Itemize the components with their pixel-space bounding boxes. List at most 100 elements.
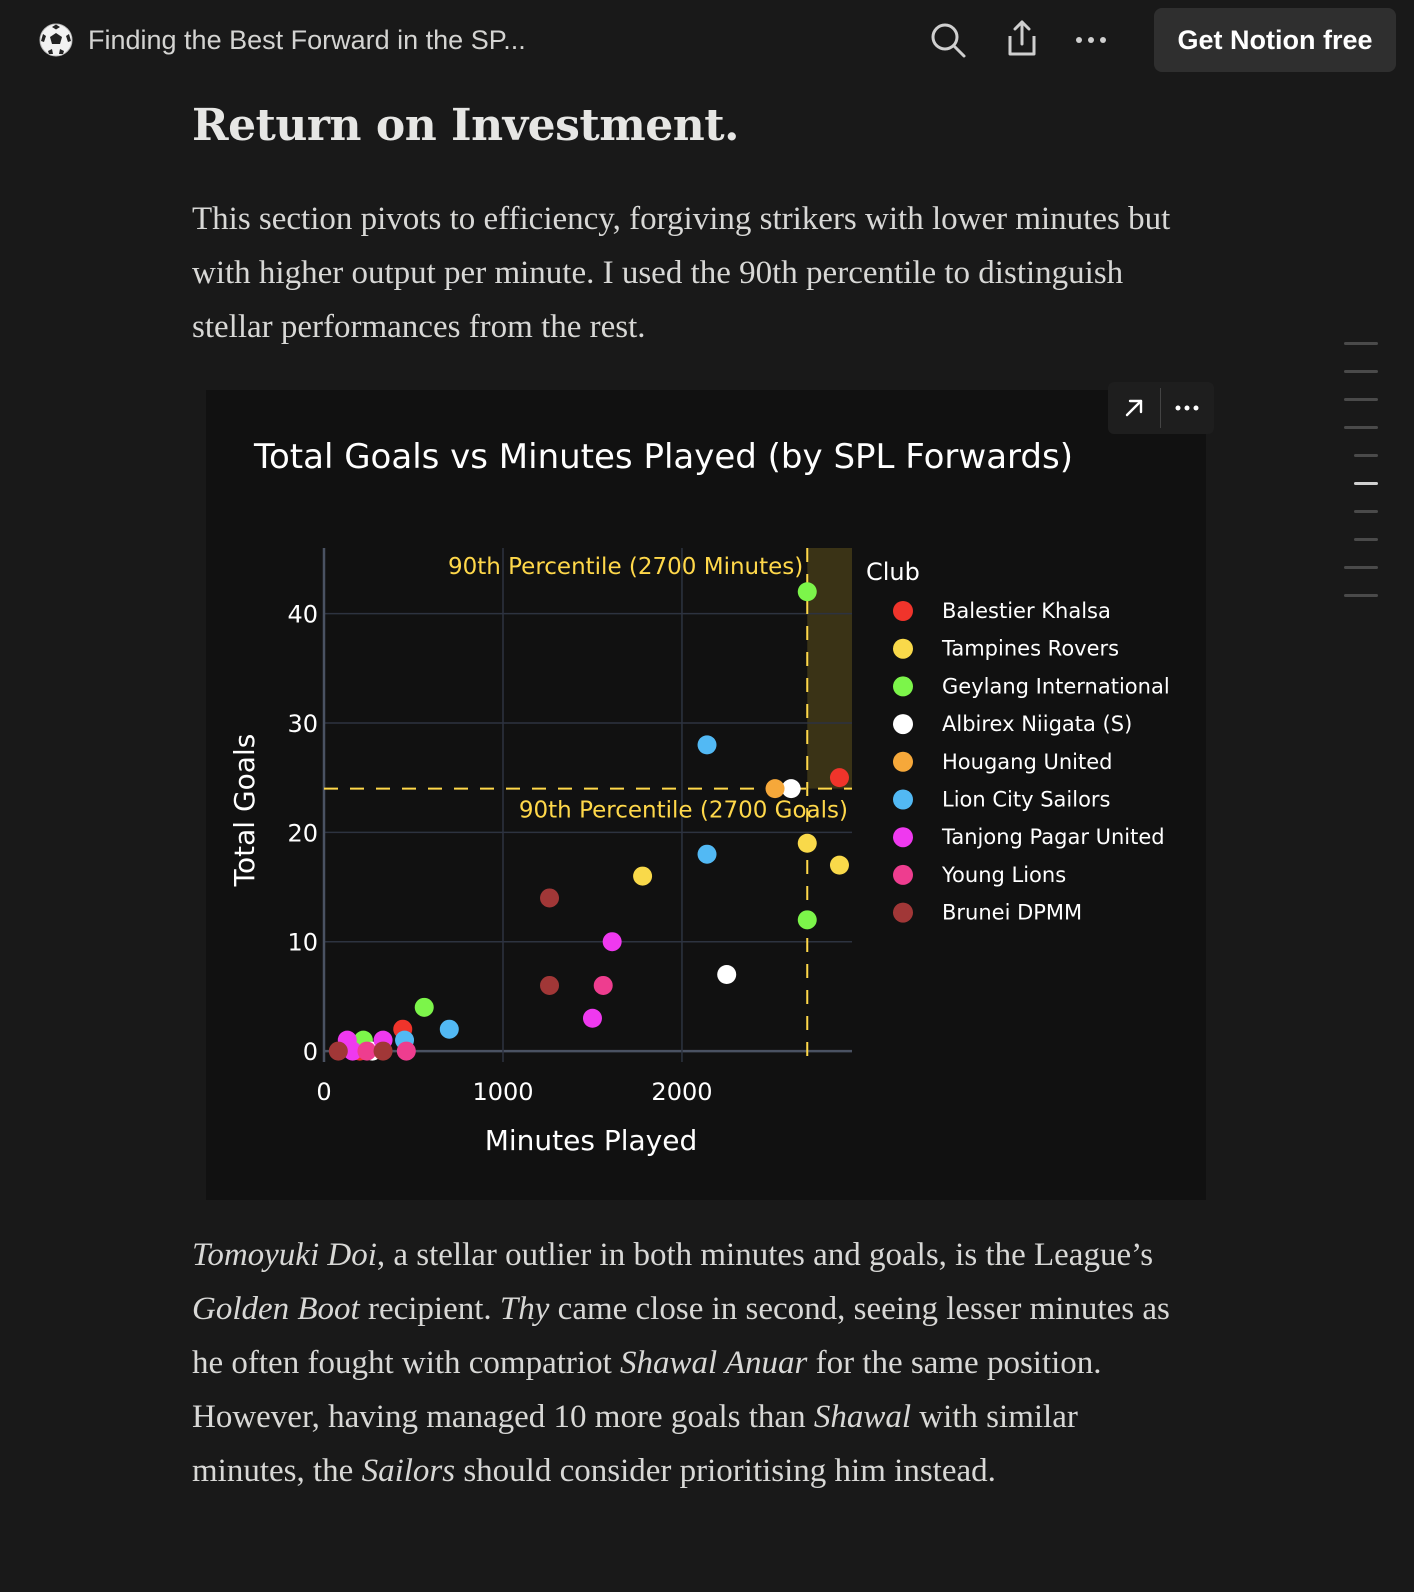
horizontal-reference-label: 90th Percentile (2700 Goals) bbox=[519, 798, 848, 824]
data-point bbox=[373, 1041, 393, 1061]
data-point bbox=[797, 910, 817, 930]
data-point bbox=[633, 866, 653, 886]
toc-item[interactable] bbox=[1354, 510, 1378, 513]
top-bar: Finding the Best Forward in the SP... Ge… bbox=[0, 0, 1414, 80]
y-tick-label: 10 bbox=[287, 929, 318, 957]
chart-legend: Club Balestier Khalsa Tampines Rovers Geyla… bbox=[866, 558, 1170, 925]
data-point bbox=[717, 965, 737, 985]
data-point bbox=[540, 975, 560, 995]
legend-swatch bbox=[893, 789, 913, 810]
chart-more-button[interactable] bbox=[1161, 382, 1213, 434]
text-run: for the same position. However, having m… bbox=[192, 1345, 1102, 1435]
toc-item-active[interactable] bbox=[1354, 482, 1378, 485]
search-icon[interactable] bbox=[928, 20, 968, 60]
chart-embed: Total Goals vs Minutes Played (by SPL Fo… bbox=[206, 390, 1206, 1200]
intro-paragraph: This section pivots to efficiency, forgi… bbox=[192, 201, 1171, 345]
text-run: should consider prioritising him instead… bbox=[455, 1453, 996, 1489]
legend-swatch bbox=[893, 638, 913, 659]
toc-item[interactable] bbox=[1344, 566, 1378, 569]
data-point bbox=[540, 888, 560, 908]
legend-swatch bbox=[893, 751, 913, 772]
highlight-rect bbox=[807, 548, 852, 789]
legend-title: Club bbox=[866, 558, 920, 586]
legend-entry: Young Lions bbox=[941, 863, 1066, 887]
more-horizontal-icon bbox=[1175, 405, 1199, 411]
page-title: Finding the Best Forward in the SP... bbox=[88, 24, 526, 55]
y-tick-label: 20 bbox=[287, 819, 318, 847]
x-tick-label: 0 bbox=[316, 1078, 331, 1106]
toc-item[interactable] bbox=[1354, 454, 1378, 457]
data-point bbox=[797, 582, 817, 602]
data-point bbox=[343, 1041, 363, 1061]
data-point bbox=[829, 855, 849, 875]
text-run: with similar minutes, the bbox=[192, 1399, 1078, 1489]
player-name: Tomoyuki Doi bbox=[192, 1237, 377, 1273]
chart-toolbar bbox=[1108, 382, 1214, 434]
axis-ticks: 0 10 20 30 40 0 1000 2000 bbox=[287, 601, 712, 1106]
player-name: Shawal bbox=[813, 1399, 912, 1435]
legend-swatch bbox=[893, 676, 913, 697]
analysis-paragraph: Tomoyuki Doi, a stellar outlier in both … bbox=[192, 1228, 1192, 1498]
text-run: , a stellar outlier in both minutes and … bbox=[376, 1237, 1154, 1273]
highlight-region bbox=[807, 548, 852, 789]
legend-entry: Geylang International bbox=[942, 674, 1170, 698]
legend-entry: Brunei DPMM bbox=[942, 901, 1082, 925]
text-run: recipient. bbox=[359, 1291, 500, 1327]
page-breadcrumb[interactable]: Finding the Best Forward in the SP... bbox=[38, 22, 526, 58]
x-axis-label: Minutes Played bbox=[485, 1124, 698, 1157]
legend-entry: Tampines Rovers bbox=[941, 637, 1119, 661]
toc-item[interactable] bbox=[1344, 370, 1378, 373]
toc-item[interactable] bbox=[1344, 594, 1378, 597]
toc-item[interactable] bbox=[1344, 342, 1378, 345]
y-tick-label: 30 bbox=[287, 710, 318, 738]
data-points bbox=[328, 582, 849, 1061]
data-point bbox=[781, 779, 801, 799]
x-tick-label: 1000 bbox=[472, 1078, 533, 1106]
toc-item[interactable] bbox=[1344, 398, 1378, 401]
legend-swatch bbox=[893, 864, 913, 885]
more-horizontal-icon[interactable] bbox=[1072, 20, 1112, 60]
x-tick-label: 2000 bbox=[651, 1078, 712, 1106]
data-point bbox=[602, 932, 622, 952]
chart-title: Total Goals vs Minutes Played (by SPL Fo… bbox=[253, 437, 1073, 477]
scatter-chart: Total Goals vs Minutes Played (by SPL Fo… bbox=[228, 437, 1170, 1157]
y-tick-label: 40 bbox=[287, 601, 318, 629]
player-name: Shawal Anuar bbox=[620, 1345, 808, 1381]
section-header: Return on Investment. bbox=[192, 100, 1212, 151]
player-name: Thy bbox=[499, 1291, 550, 1327]
data-point bbox=[439, 1019, 459, 1039]
legend-entry: Albirex Niigata (S) bbox=[942, 712, 1132, 736]
vertical-reference-label: 90th Percentile (2700 Minutes) bbox=[448, 554, 803, 580]
data-point bbox=[593, 975, 613, 995]
section-heading: Return on Investment. bbox=[192, 100, 739, 151]
legend-entry: Hougang United bbox=[942, 750, 1112, 774]
data-point bbox=[582, 1008, 602, 1028]
data-point bbox=[328, 1041, 348, 1061]
team-name: Sailors bbox=[361, 1453, 456, 1489]
arrow-up-right-icon bbox=[1125, 399, 1143, 417]
y-tick-label: 0 bbox=[303, 1038, 318, 1066]
get-notion-free-button[interactable]: Get Notion free bbox=[1154, 8, 1396, 72]
legend-entry: Balestier Khalsa bbox=[942, 599, 1111, 623]
table-of-contents-rail[interactable] bbox=[1344, 342, 1378, 622]
text-run: came close in second, seeing lesser minu… bbox=[192, 1291, 1170, 1381]
data-point bbox=[829, 768, 849, 788]
data-point bbox=[765, 779, 785, 799]
legend-swatch bbox=[893, 601, 913, 621]
legend-swatch bbox=[893, 827, 913, 848]
data-point bbox=[697, 735, 717, 755]
toc-item[interactable] bbox=[1354, 538, 1378, 541]
expand-chart-button[interactable] bbox=[1108, 382, 1160, 434]
data-point bbox=[357, 1041, 377, 1061]
data-point bbox=[396, 1041, 416, 1061]
toolbar-divider bbox=[1160, 388, 1161, 428]
toc-item[interactable] bbox=[1344, 426, 1378, 429]
legend-swatch bbox=[893, 902, 913, 923]
data-point bbox=[697, 844, 717, 864]
data-point bbox=[414, 997, 434, 1017]
award-name: Golden Boot bbox=[192, 1291, 360, 1327]
share-icon[interactable] bbox=[1002, 18, 1042, 58]
legend-entry: Tanjong Pagar United bbox=[941, 825, 1165, 849]
legend-swatch bbox=[893, 714, 913, 735]
reference-lines: 90th Percentile (2700 Minutes) 90th Perce… bbox=[324, 548, 852, 1062]
